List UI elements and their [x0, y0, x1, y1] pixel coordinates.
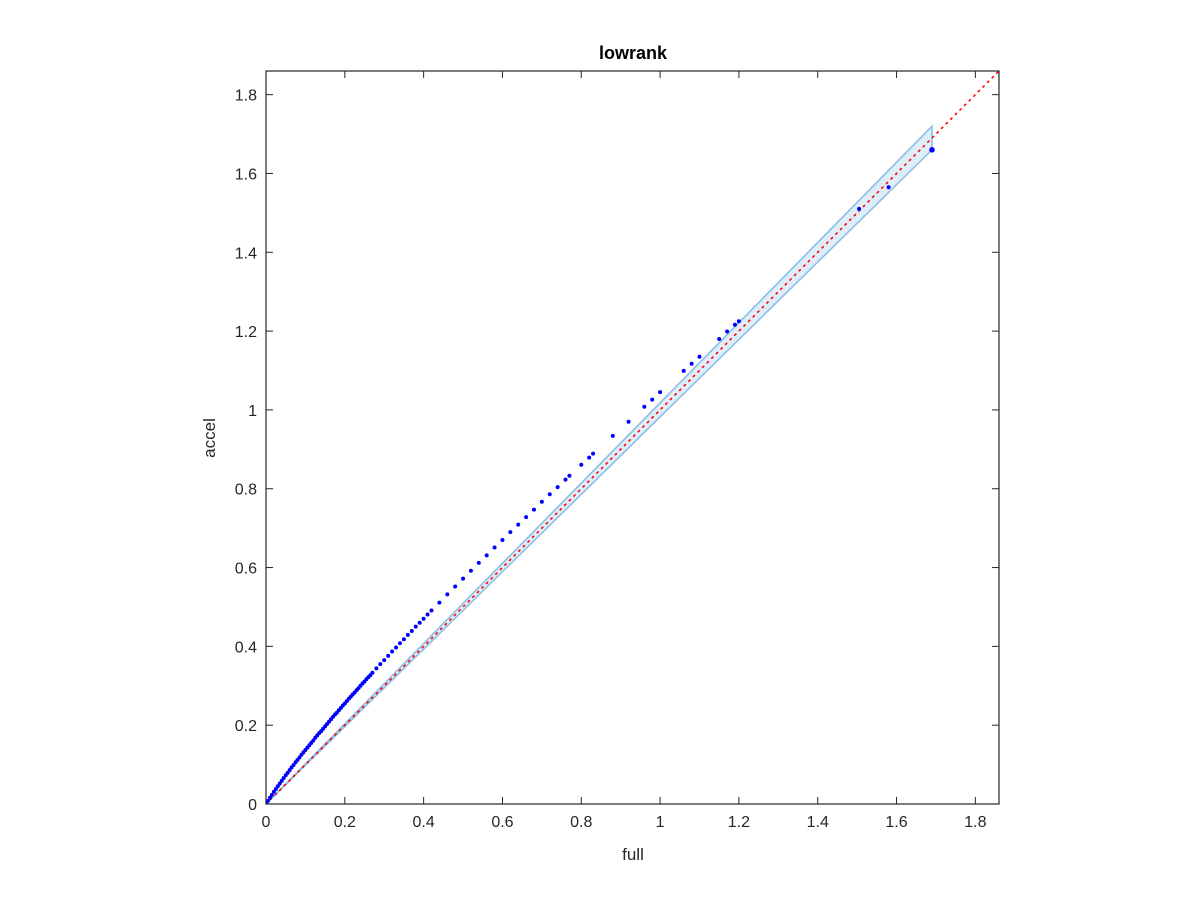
- data-point: [717, 336, 722, 341]
- data-point: [267, 795, 272, 800]
- chart-title: lowrank: [599, 43, 668, 63]
- data-point: [732, 322, 737, 327]
- y-tick-label: 0: [248, 797, 257, 814]
- data-point: [725, 329, 730, 334]
- data-point: [291, 762, 296, 767]
- data-point: [697, 354, 702, 359]
- y-tick-label: 0.2: [235, 718, 257, 735]
- data-point: [285, 770, 290, 775]
- data-point: [689, 361, 694, 366]
- data-point: [929, 147, 935, 153]
- data-point: [658, 390, 663, 395]
- data-point: [397, 641, 402, 646]
- data-point: [736, 319, 741, 324]
- data-point: [587, 455, 592, 460]
- data-point: [626, 419, 631, 424]
- x-tick-label: 0.6: [491, 814, 513, 831]
- x-tick-label: 1.8: [964, 814, 986, 831]
- data-point: [390, 649, 395, 654]
- data-point: [382, 658, 387, 663]
- data-point: [857, 206, 862, 211]
- data-point: [417, 620, 422, 625]
- x-tick-label: 1.6: [885, 814, 907, 831]
- data-point: [610, 433, 615, 438]
- data-point: [409, 628, 414, 633]
- x-tick-label: 0.4: [413, 814, 435, 831]
- data-point: [281, 775, 286, 780]
- data-point: [484, 553, 489, 558]
- data-point: [287, 768, 292, 773]
- data-point: [547, 492, 552, 497]
- y-tick-label: 1.6: [235, 166, 257, 183]
- y-axis: 0 0.2 0.4 0.6 0.8 1 1.2 1.4 1.6 1.8: [235, 88, 999, 814]
- data-point: [524, 515, 529, 520]
- data-point: [297, 755, 302, 760]
- y-tick-label: 1.2: [235, 324, 257, 341]
- data-point: [516, 522, 521, 527]
- x-tick-label: 1: [656, 814, 665, 831]
- plot-area: [265, 70, 1000, 805]
- data-point: [886, 185, 891, 190]
- data-point: [461, 576, 466, 581]
- data-point: [539, 499, 544, 504]
- data-point: [437, 600, 442, 605]
- data-point: [421, 616, 426, 621]
- data-point: [370, 670, 375, 675]
- x-tick-label: 0.8: [570, 814, 592, 831]
- x-tick-label: 1.2: [728, 814, 750, 831]
- x-tick-label: 1.4: [807, 814, 829, 831]
- data-point: [401, 637, 406, 642]
- data-point: [650, 397, 655, 402]
- data-point: [563, 477, 568, 482]
- x-axis: 0 0.2 0.4 0.6 0.8 1 1.2 1.4 1.6 1.8: [262, 71, 987, 831]
- data-point: [374, 666, 379, 671]
- data-point: [555, 485, 560, 490]
- data-point: [453, 584, 458, 589]
- data-point: [468, 568, 473, 573]
- data-point: [492, 545, 497, 550]
- data-point: [279, 778, 284, 783]
- data-point: [277, 781, 282, 786]
- data-point: [476, 560, 481, 565]
- y-tick-label: 1.4: [235, 245, 257, 262]
- data-point: [273, 787, 278, 792]
- data-point: [386, 653, 391, 658]
- x-tick-label: 0.2: [334, 814, 356, 831]
- data-point: [531, 507, 536, 512]
- data-point: [681, 368, 686, 373]
- data-point: [508, 530, 513, 535]
- y-tick-label: 0.8: [235, 482, 257, 499]
- y-tick-label: 0.6: [235, 561, 257, 578]
- data-point: [579, 462, 584, 467]
- x-tick-label: 0: [262, 814, 271, 831]
- data-point: [425, 612, 430, 617]
- y-tick-label: 0.4: [235, 639, 257, 656]
- data-point: [275, 784, 280, 789]
- data-point: [429, 608, 434, 613]
- data-point: [591, 451, 596, 456]
- data-point: [311, 738, 316, 743]
- data-point: [269, 792, 274, 797]
- data-point: [266, 798, 270, 803]
- data-point: [271, 789, 276, 794]
- axes-box: [265, 70, 1000, 805]
- y-tick-label: 1.8: [235, 88, 257, 105]
- confidence-band: [266, 124, 933, 804]
- data-point: [642, 404, 647, 409]
- x-axis-label: full: [622, 845, 644, 864]
- data-point: [500, 537, 505, 542]
- data-point: [378, 662, 383, 667]
- plot-content: [266, 71, 999, 804]
- identity-reference-line: [266, 71, 999, 804]
- data-point: [445, 592, 450, 597]
- y-axis-label: accel: [200, 418, 219, 458]
- data-point: [394, 645, 399, 650]
- y-tick-label: 1: [248, 403, 257, 420]
- data-point: [567, 473, 572, 478]
- data-point: [405, 632, 410, 637]
- data-point: [413, 624, 418, 629]
